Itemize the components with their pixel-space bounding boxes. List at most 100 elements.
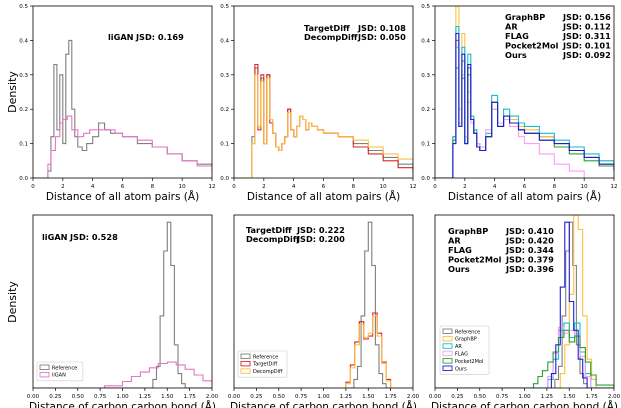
x-tick-label: 10 <box>380 184 387 190</box>
legend-entry-label: FLAG <box>455 352 468 358</box>
series-line-ours <box>435 32 614 178</box>
x-tick-label: 12 <box>410 184 417 190</box>
x-tick-label: 2.00 <box>407 394 420 400</box>
annotation-jsd-value: JSD: 0.344 <box>505 245 554 255</box>
annotation-jsd-value: JSD: 0.169 <box>135 32 184 42</box>
annotation-jsd-value: JSD: 0.112 <box>562 22 611 32</box>
legend-entry-label: Pocket2Mol <box>455 359 483 365</box>
x-tick-label: 1.75 <box>586 394 599 400</box>
series-line-reference <box>33 39 212 178</box>
x-tick-label: 0.50 <box>273 394 286 400</box>
y-tick-label: 0.0 <box>421 176 430 182</box>
x-tick-label: 1.50 <box>563 394 576 400</box>
x-tick-label: 0.25 <box>250 394 263 400</box>
annotation-jsd-value: JSD: 0.108 <box>357 23 406 33</box>
annotation-model-label: GraphBP <box>505 12 545 22</box>
x-axis-label: Distance of carbon carbon bond (Å) <box>29 400 216 408</box>
annotation-model-label: Ours <box>448 264 470 274</box>
series-group <box>33 39 212 178</box>
series-line-ligan <box>33 361 212 388</box>
series-line-ours <box>435 221 614 388</box>
x-tick-label: 0.25 <box>49 394 62 400</box>
annotation-model-label: FLAG <box>505 31 529 41</box>
legend-entry-label: Reference <box>52 365 77 371</box>
y-tick-label: 0.4 <box>421 38 430 44</box>
legend: Reference liGAN <box>36 361 84 382</box>
x-tick-label: 6 <box>322 184 326 190</box>
x-tick-label: 10 <box>179 184 186 190</box>
y-tick-label: 0.0 <box>220 176 229 182</box>
x-axis-label: Distance of all atom pairs (Å) <box>448 190 601 203</box>
annotation-jsd-value: JSD: 0.101 <box>562 41 611 51</box>
legend-swatch-targetdiff <box>240 360 251 367</box>
annotation-jsd-value: JSD: 0.156 <box>562 12 611 22</box>
legend-entry-label: liGAN <box>52 373 66 379</box>
y-tick-label: 0.0 <box>19 176 28 182</box>
legend-entry-label: AR <box>455 344 462 350</box>
y-axis-label-top: Density <box>6 71 19 113</box>
x-tick-label: 0.00 <box>27 394 40 400</box>
series-line-reference <box>33 221 212 388</box>
x-tick-label: 0.50 <box>474 394 487 400</box>
legend-swatch-reference <box>442 328 453 334</box>
annotation-model-label: Pocket2Mol <box>448 255 502 265</box>
x-tick-label: 8 <box>151 184 155 190</box>
panel-bottom-middle: 0.00 0.25 0.50 0.75 1.00 1.25 1.50 1.75 2.00Dist… <box>228 214 420 408</box>
x-tick-label: 1.00 <box>116 394 129 400</box>
y-tick-label: 0.2 <box>220 107 229 113</box>
x-tick-label: 2.00 <box>206 394 219 400</box>
legend-entry-label: Reference <box>253 354 278 360</box>
x-tick-label: 0.75 <box>496 394 509 400</box>
legend-entry-label: TargetDiff <box>252 362 278 368</box>
x-tick-label: 1.00 <box>317 394 330 400</box>
x-tick-label: 10 <box>581 184 588 190</box>
x-tick-label: 1.25 <box>139 394 152 400</box>
legend-swatch-graphbp <box>442 335 453 342</box>
x-axis-label: Distance of carbon carbon bond (Å) <box>431 400 618 408</box>
series-line-ligan <box>33 115 212 178</box>
annotation-model-label: liGAN <box>108 32 134 42</box>
x-tick-label: 4 <box>292 184 296 190</box>
annotation-model-label: Pocket2Mol <box>505 41 559 51</box>
x-axis-label: Distance of all atom pairs (Å) <box>247 190 400 203</box>
series-line-pocket2mol <box>435 329 614 388</box>
x-tick-label: 0 <box>433 184 437 190</box>
x-tick-label: 8 <box>352 184 356 190</box>
series-line-decompdiff <box>234 315 413 388</box>
y-tick-label: 0.3 <box>19 73 28 79</box>
legend-swatch-reference <box>240 353 251 359</box>
x-tick-label: 2 <box>61 184 65 190</box>
x-tick-label: 1.00 <box>518 394 531 400</box>
annotation-model-label: TargetDiff <box>246 225 292 235</box>
legend-swatch-decompdiff <box>240 368 251 374</box>
y-tick-label: 0.5 <box>19 4 28 10</box>
annotation-model-label: DecompDiff <box>304 32 358 42</box>
x-tick-label: 6 <box>523 184 527 190</box>
y-tick-label: 0.3 <box>421 73 430 79</box>
annotation-model-label: FLAG <box>448 245 472 255</box>
annotation-jsd-value: JSD: 0.200 <box>296 234 345 244</box>
x-tick-label: 1.75 <box>184 394 197 400</box>
x-tick-label: 0.25 <box>451 394 464 400</box>
x-tick-label: 0.00 <box>228 394 241 400</box>
annotation-model-label: GraphBP <box>448 226 488 236</box>
x-tick-label: 2 <box>262 184 266 190</box>
annotation-model-label: liGAN <box>42 232 68 242</box>
y-tick-label: 0.1 <box>220 142 229 148</box>
legend-swatch-ours <box>442 365 453 371</box>
x-tick-label: 1.50 <box>362 394 375 400</box>
y-tick-label: 0.1 <box>421 142 430 148</box>
annotation-jsd-value: JSD: 0.396 <box>505 264 554 274</box>
x-tick-label: 1.75 <box>385 394 398 400</box>
x-tick-label: 4 <box>91 184 95 190</box>
series-line-graphbp <box>435 215 614 388</box>
annotation-jsd-value: JSD: 0.420 <box>505 236 554 246</box>
x-tick-label: 0.75 <box>94 394 107 400</box>
legend-entry-label: DecompDiff <box>253 369 283 375</box>
x-axis-label: Distance of all atom pairs (Å) <box>46 190 199 203</box>
annotation-model-label: AR <box>448 236 461 246</box>
annotation-jsd-value: JSD: 0.311 <box>562 31 611 41</box>
annotation-jsd-value: JSD: 0.410 <box>505 226 554 236</box>
